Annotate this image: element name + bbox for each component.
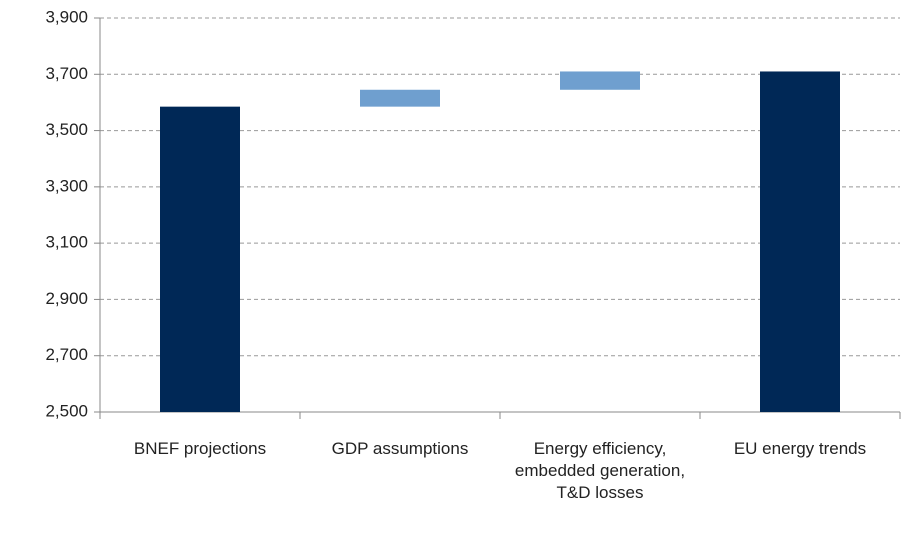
bar xyxy=(160,106,240,413)
x-tick-label: Energy efficiency, embedded generation, … xyxy=(514,439,686,502)
x-tick-label: EU energy trends xyxy=(733,439,867,458)
bar xyxy=(560,71,640,90)
y-tick-label: 2,700 xyxy=(45,345,88,364)
x-tick-label: BNEF projections xyxy=(133,439,267,458)
y-tick-label: 3,300 xyxy=(45,176,88,195)
y-tick-label: 2,500 xyxy=(45,401,88,420)
y-tick-label: 3,900 xyxy=(45,7,88,26)
y-tick-label: 3,500 xyxy=(45,120,88,139)
y-tick-label: 3,700 xyxy=(45,64,88,83)
bar xyxy=(360,89,440,107)
bar xyxy=(760,71,840,412)
y-tick-label: 3,100 xyxy=(45,233,88,252)
x-tick-label: GDP assumptions xyxy=(331,439,469,458)
y-tick-label: 2,900 xyxy=(45,289,88,308)
